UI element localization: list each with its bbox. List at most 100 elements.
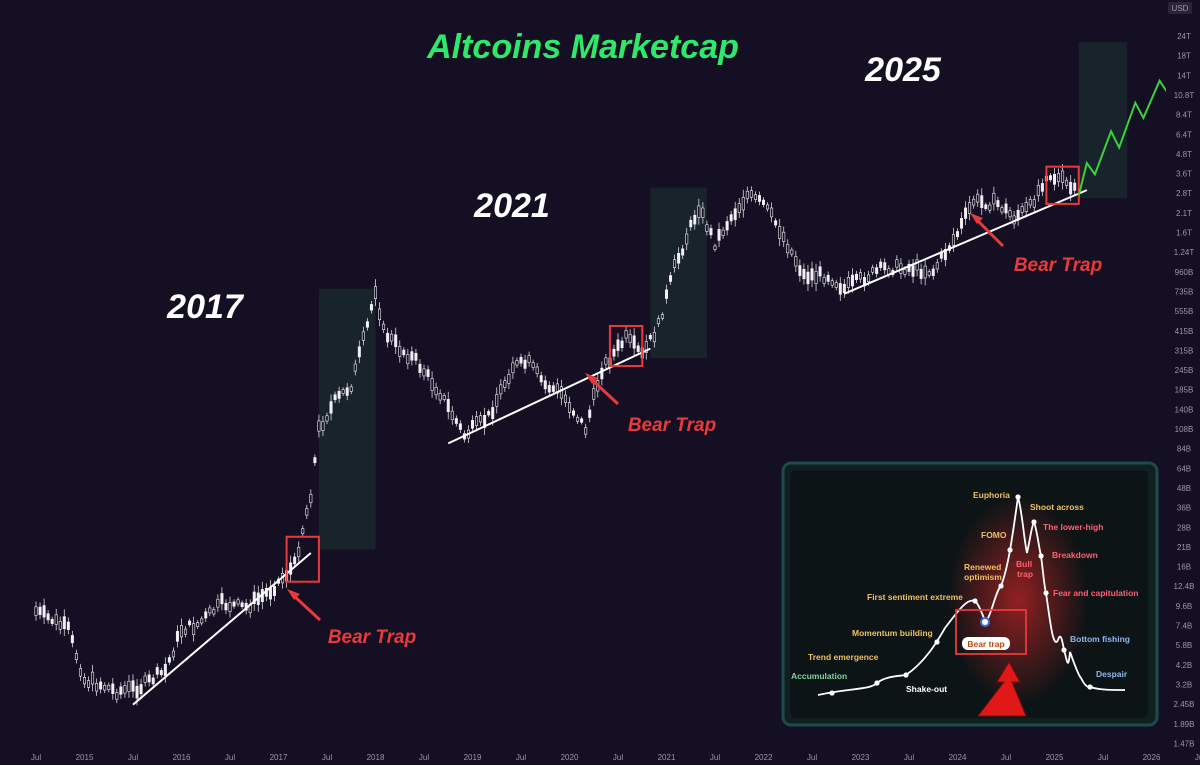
price-candle — [592, 388, 596, 400]
price-candle — [208, 607, 212, 614]
y-tick-label: 1.89B — [1174, 720, 1195, 729]
price-candle — [883, 262, 887, 271]
price-candle — [1057, 173, 1061, 183]
y-tick-label: 48B — [1177, 484, 1191, 493]
price-candle — [325, 415, 329, 422]
x-tick-label: Jul — [128, 753, 138, 762]
price-candle — [491, 407, 495, 419]
y-tick-label: 3.6T — [1176, 170, 1192, 179]
bear-trap-boxes — [285, 165, 1080, 583]
price-candle — [935, 262, 939, 270]
bear-trap-box — [1045, 165, 1080, 205]
price-candle — [931, 268, 935, 276]
x-tick-label: 2021 — [658, 753, 676, 762]
price-candle — [402, 349, 406, 356]
y-tick-label: 7.4B — [1176, 622, 1192, 631]
year-label-2025: 2025 — [864, 51, 942, 89]
price-candle — [151, 677, 155, 685]
price-candle — [563, 394, 567, 403]
x-tick-label: Jul — [225, 753, 235, 762]
y-tick-label: 2.1T — [1176, 209, 1192, 218]
x-tick-label: 2025 — [1046, 753, 1064, 762]
price-candle — [236, 599, 240, 605]
x-tick-label: 2022 — [755, 753, 773, 762]
support-trendline — [132, 552, 312, 706]
price-candle — [495, 394, 499, 407]
y-axis[interactable]: USD 24T 18T 14T 10.8T 8.4T 6.4T 4.8T 3.6T 2.8T 2.… — [1166, 0, 1200, 765]
y-tick-label: 36B — [1177, 504, 1191, 513]
price-candle — [192, 623, 196, 636]
y-tick-label: 12.4B — [1174, 582, 1195, 591]
price-candle — [483, 415, 487, 428]
price-candle — [539, 375, 543, 383]
inset-label-shoot-across: Shoot across — [1030, 502, 1084, 512]
price-candle — [171, 650, 175, 658]
inset-label-optimism: optimism — [964, 572, 1002, 582]
price-candle — [818, 266, 822, 277]
x-tick-label: 2026 — [1143, 753, 1161, 762]
x-tick-label: 2018 — [367, 753, 385, 762]
price-candle — [1048, 175, 1052, 181]
price-candle — [83, 677, 87, 685]
price-candle — [616, 339, 620, 351]
price-candle — [1073, 182, 1077, 191]
price-candle — [741, 197, 745, 211]
x-tick-label: Jul — [710, 753, 720, 762]
price-candle — [648, 334, 652, 340]
price-candle — [656, 318, 660, 325]
y-tick-label: 2.45B — [1174, 700, 1195, 709]
price-candle — [664, 289, 668, 299]
price-candle — [652, 332, 656, 343]
price-candle — [1069, 181, 1073, 195]
price-candle — [418, 363, 422, 373]
inset-label-trend-emergence: Trend emergence — [808, 652, 879, 662]
price-candle — [103, 684, 107, 691]
inset-label-renewed: Renewed — [964, 562, 1001, 572]
price-candle — [604, 357, 608, 365]
price-candle — [458, 423, 462, 430]
y-tick-label: 315B — [1175, 346, 1194, 355]
bear-trap-label-1: Bear Trap — [328, 627, 416, 648]
price-candle — [745, 190, 749, 200]
price-candle — [382, 323, 386, 330]
inset-label-accumulation: Accumulation — [791, 671, 847, 681]
price-candle — [972, 198, 976, 206]
price-candle — [1032, 199, 1036, 208]
price-candle — [798, 265, 802, 276]
price-candle — [321, 421, 325, 431]
price-candle — [196, 622, 200, 627]
price-candle — [923, 265, 927, 279]
price-candle — [766, 204, 770, 210]
x-tick-label: Jul — [1195, 753, 1200, 762]
price-candle — [826, 274, 830, 282]
price-candle — [830, 280, 834, 286]
price-candle — [713, 245, 717, 250]
price-candle — [753, 194, 757, 200]
price-candle — [685, 233, 689, 245]
price-candle — [345, 387, 349, 396]
price-candle — [188, 620, 192, 626]
x-tick-label: 2017 — [270, 753, 288, 762]
price-candle — [139, 684, 143, 695]
price-candle — [426, 369, 430, 377]
price-candle — [927, 271, 931, 276]
price-candle — [131, 680, 135, 692]
price-candle — [871, 267, 875, 273]
chart-title: Altcoins Marketcap — [426, 28, 739, 66]
bear-trap-annotation-3: Bear Trap — [970, 213, 1102, 276]
price-candle — [200, 618, 204, 624]
price-candle — [992, 192, 996, 205]
y-tick-label: 8.4T — [1176, 111, 1192, 120]
price-candle — [547, 385, 551, 393]
price-candle — [147, 674, 151, 683]
inset-label-bottom-fishing: Bottom fishing — [1070, 634, 1130, 644]
price-candle — [911, 265, 915, 277]
price-candle — [224, 602, 228, 611]
price-candle — [519, 356, 523, 364]
euphoria-glow — [948, 495, 1088, 705]
price-candle — [38, 606, 42, 615]
y-tick-label: 960B — [1175, 268, 1194, 277]
x-axis[interactable]: Jul 2015 Jul 2016 Jul 2017 Jul 2018 Jul 2019 Jul 20… — [31, 753, 1200, 762]
price-candle — [228, 602, 232, 612]
